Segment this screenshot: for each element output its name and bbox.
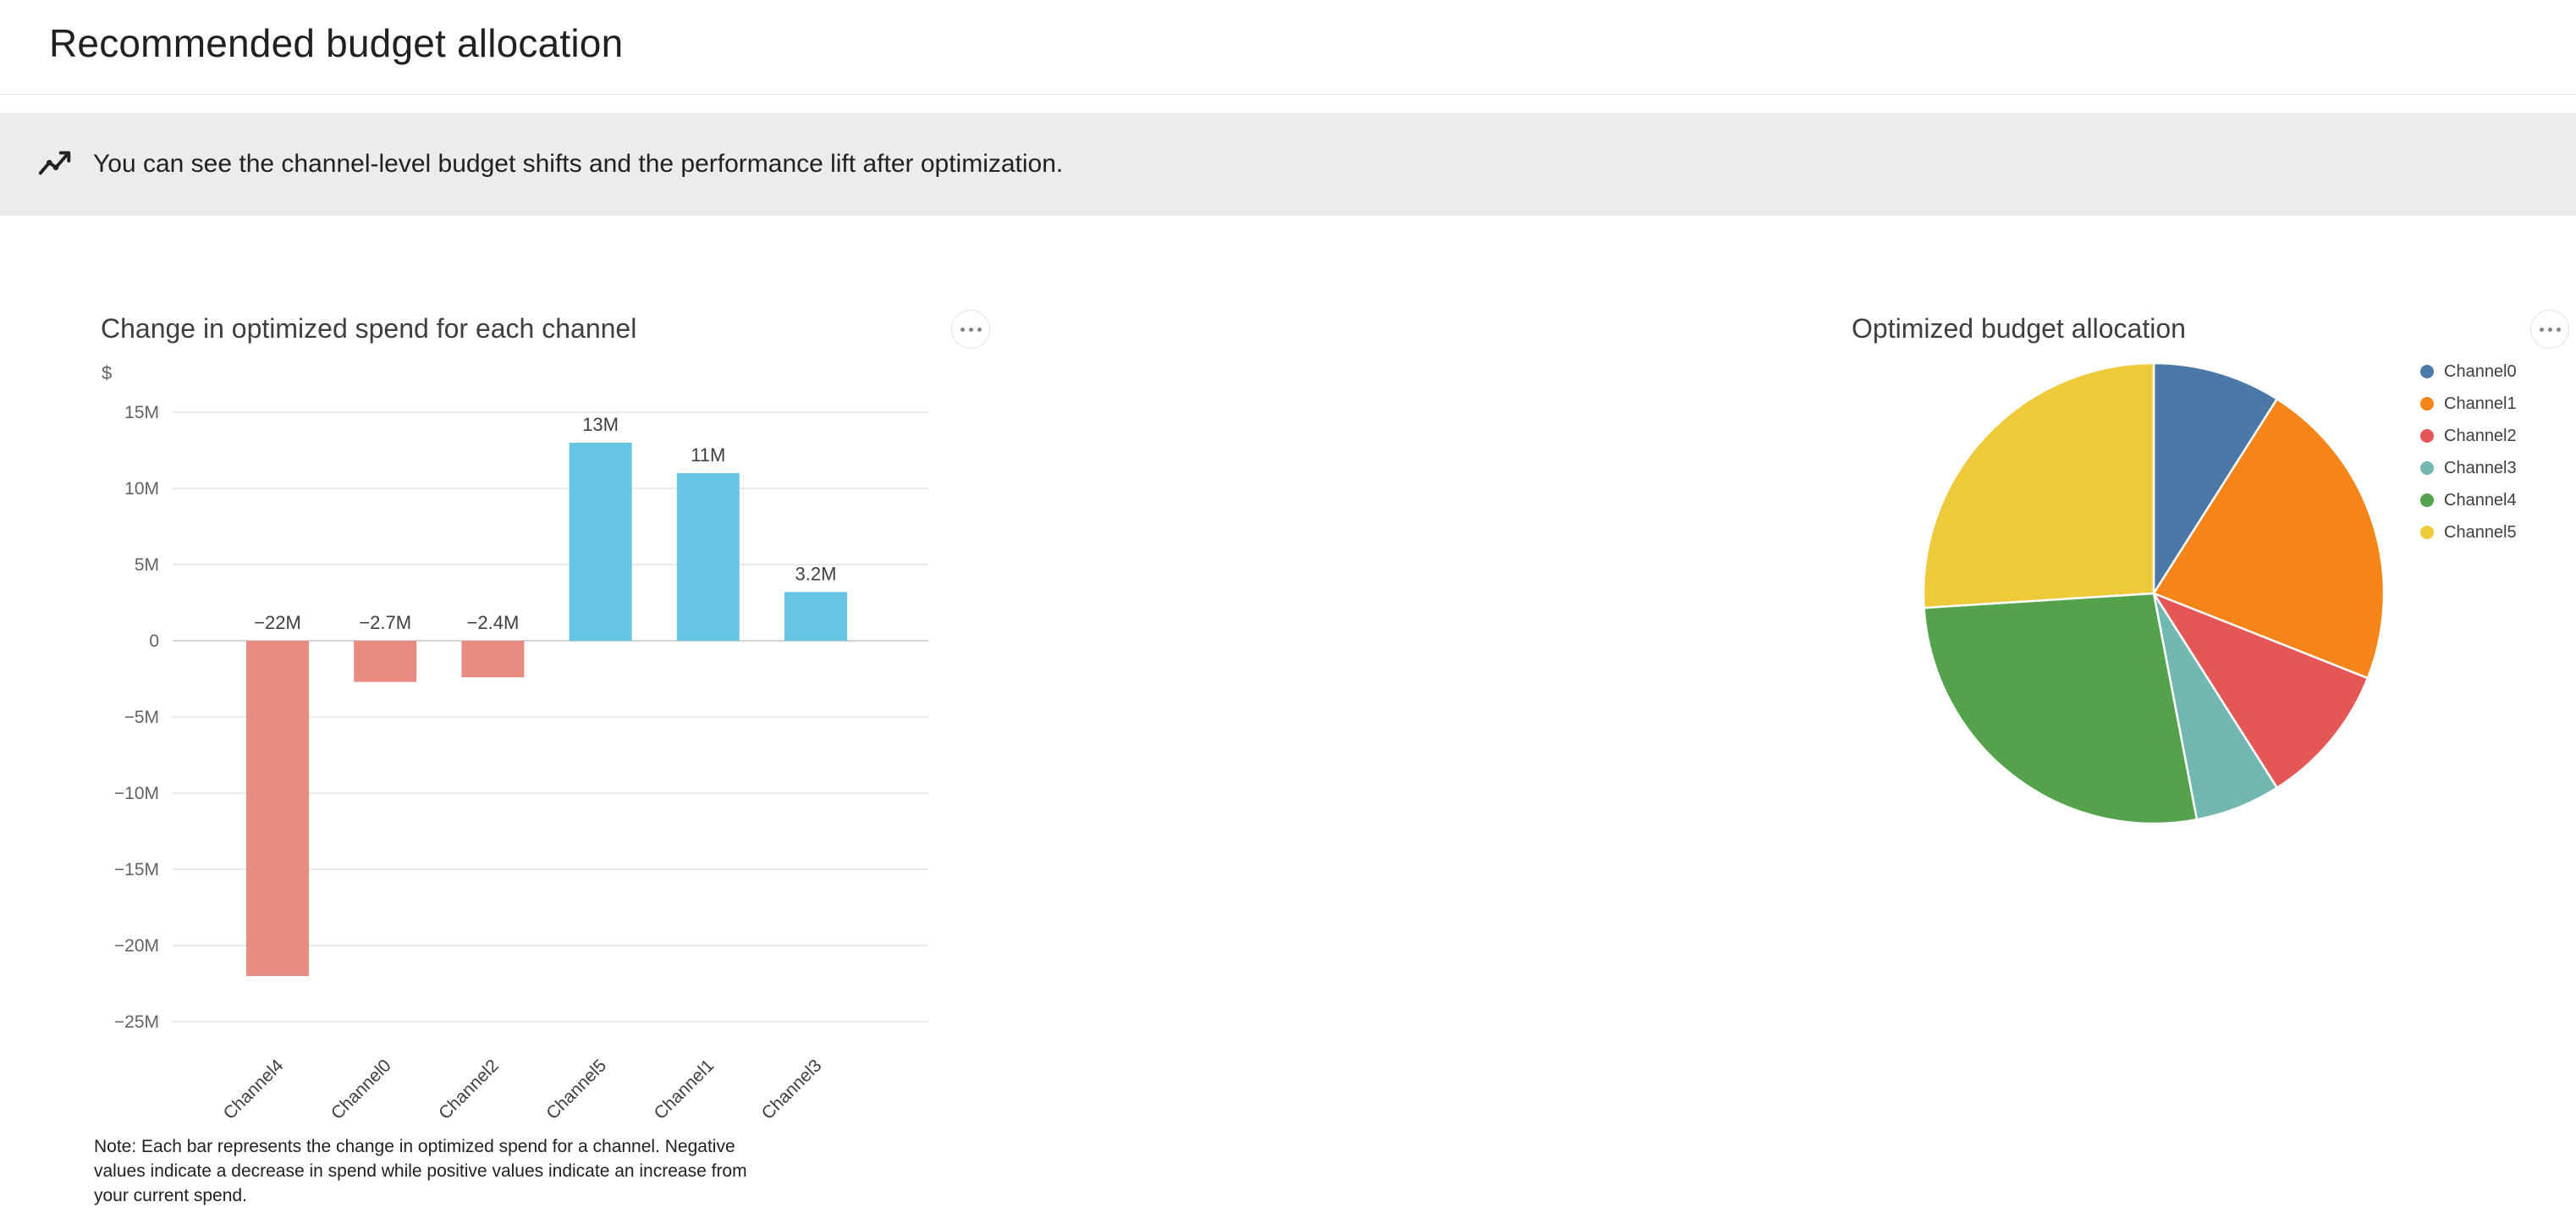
y-tick-label: −10M [114, 784, 159, 803]
bar-chart-note: Note: Each bar represents the change in … [94, 1137, 747, 1205]
x-tick-label: Channel4 [220, 1056, 288, 1123]
pie-slice-Channel2 [2152, 592, 2370, 789]
legend-item-Channel2: Channel2 [2420, 420, 2517, 452]
y-tick-label: −20M [114, 936, 159, 956]
insights-icon [36, 145, 74, 184]
legend-dot-icon [2420, 526, 2434, 539]
bar-Channel3 [784, 592, 847, 641]
bar-Channel5 [569, 443, 632, 641]
y-tick-label: 0 [149, 631, 159, 651]
pie-chart-title: Optimized budget allocation [1852, 313, 2186, 344]
bar-chart-more-options-button[interactable] [951, 310, 990, 349]
legend-item-Channel1: Channel1 [2420, 388, 2517, 420]
page-header: Recommended budget allocation [0, 0, 2576, 95]
y-tick-label: 10M [124, 479, 159, 499]
bar-value-label: −22M [254, 612, 301, 633]
bar-chart: 15M 10M 5M 0 −5M −10M −15M −20M −25M $ −22M Channel… [102, 362, 928, 1123]
banner-text: You can see the channel-level budget shi… [93, 150, 1064, 178]
legend-label: Channel4 [2444, 490, 2517, 510]
legend-label: Channel3 [2444, 458, 2517, 477]
dot-icon [977, 327, 982, 332]
info-banner: You can see the channel-level budget shi… [0, 113, 2576, 216]
pie-slice-Channel5 [1922, 361, 2155, 609]
legend-item-Channel0: Channel0 [2420, 356, 2517, 388]
dot-icon [960, 327, 965, 332]
legend-label: Channel2 [2444, 426, 2517, 445]
legend-dot-icon [2420, 429, 2434, 443]
legend-dot-icon [2420, 365, 2434, 378]
legend-item-Channel4: Channel4 [2420, 484, 2517, 516]
bar-Channel4 [246, 641, 309, 976]
pie-chart-legend: Channel0 Channel1 Channel2 Channel3 Channel4… [2420, 356, 2517, 549]
bar-Channel0 [354, 641, 417, 682]
y-tick-label: −5M [124, 708, 159, 727]
bar-Channel2 [461, 641, 525, 678]
dot-icon [2556, 327, 2561, 332]
legend-label: Channel0 [2444, 361, 2517, 381]
dot-icon [2547, 327, 2552, 332]
pie-slice-Channel0 [2152, 361, 2278, 595]
x-tick-label: Channel5 [542, 1056, 610, 1123]
bar-Channel1 [676, 473, 740, 641]
pie-chart [1922, 361, 2386, 825]
legend-item-Channel3: Channel3 [2420, 452, 2517, 484]
bar-value-label: 11M [691, 444, 725, 466]
x-tick-label: Channel2 [435, 1056, 503, 1123]
y-tick-label: −15M [114, 860, 159, 879]
page-title: Recommended budget allocation [49, 21, 624, 65]
legend-dot-icon [2420, 461, 2434, 475]
dot-icon [968, 327, 973, 332]
bar-value-label: −2.7M [359, 612, 411, 633]
pie-slice-Channel1 [2152, 398, 2386, 680]
dot-icon [2539, 327, 2544, 332]
y-tick-label: 5M [135, 555, 159, 575]
x-tick-label: Channel0 [328, 1056, 395, 1123]
y-axis-unit: $ [102, 362, 112, 383]
bar-value-label: 13M [582, 414, 619, 435]
pie-slice-Channel4 [1923, 592, 2199, 825]
pie-chart-more-options-button[interactable] [2530, 310, 2569, 349]
legend-label: Channel5 [2444, 522, 2517, 542]
bar-chart-title: Change in optimized spend for each chann… [101, 313, 637, 344]
bar-value-label: −2.4M [467, 612, 520, 633]
x-tick-label: Channel3 [758, 1056, 826, 1123]
legend-dot-icon [2420, 397, 2434, 411]
legend-label: Channel1 [2444, 394, 2517, 413]
legend-dot-icon [2420, 493, 2434, 507]
y-tick-label: −25M [114, 1012, 159, 1032]
y-tick-label: 15M [124, 403, 159, 422]
legend-item-Channel5: Channel5 [2420, 516, 2517, 549]
x-tick-label: Channel1 [650, 1056, 718, 1123]
bar-value-label: 3.2M [795, 563, 837, 584]
